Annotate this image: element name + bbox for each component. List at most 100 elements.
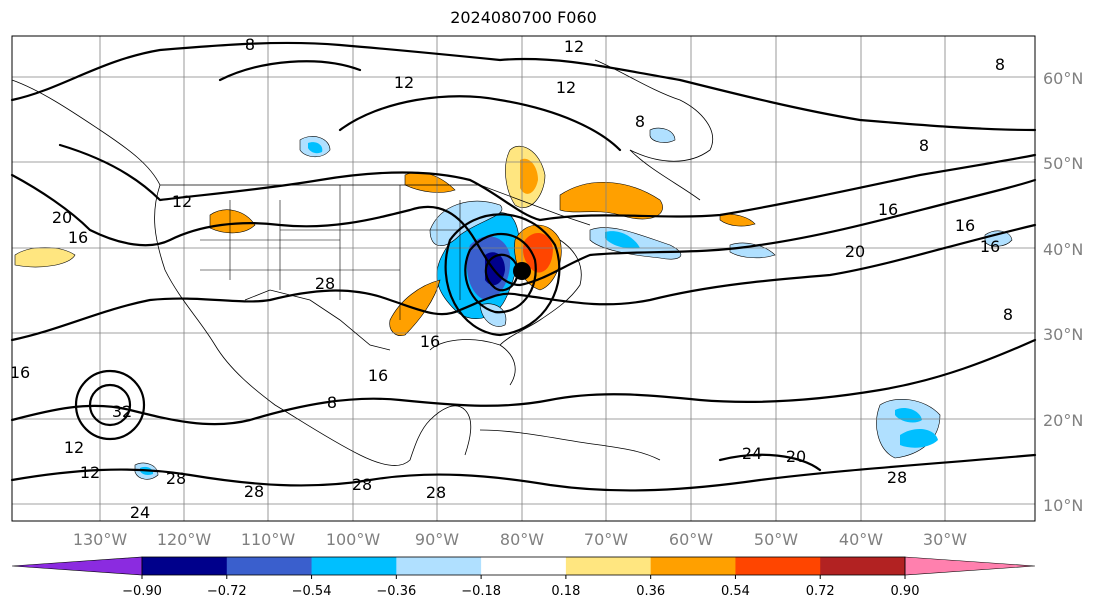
contour-line — [10, 223, 1037, 342]
contour-line — [74, 369, 146, 441]
colorbar-tick-label: −0.54 — [292, 584, 332, 599]
contour-label: 16 — [955, 216, 975, 235]
latitude-labels: 60°N 50°N 40°N 30°N 20°N 10°N — [1043, 69, 1083, 515]
lat-label-30n: 30°N — [1043, 325, 1083, 344]
contour-line — [88, 383, 132, 427]
hudson-bay — [594, 59, 713, 162]
contour-line — [218, 60, 362, 82]
contour-line — [484, 253, 520, 292]
contour-line — [10, 173, 1037, 287]
contour-label: 12 — [394, 73, 414, 92]
lon-label-80w: 80°W — [500, 530, 544, 549]
contour-label: 28 — [166, 469, 186, 488]
state-borders — [200, 185, 461, 320]
colorbar-bin — [735, 557, 821, 575]
fill-blob — [520, 158, 538, 194]
fill-blob — [209, 209, 256, 234]
colorbar-under-extension — [11, 556, 143, 576]
contour-label: 8 — [245, 35, 255, 54]
us-canada-border — [160, 184, 591, 226]
coastline — [11, 79, 472, 466]
contour-line — [58, 143, 1037, 222]
contour-line — [10, 41, 1037, 132]
colorbar-outline — [141, 556, 906, 576]
lat-label-20n: 20°N — [1043, 411, 1083, 430]
contour-label: 12 — [556, 78, 576, 97]
graticule-lines — [12, 36, 1035, 521]
lon-label-90w: 90°W — [415, 530, 459, 549]
fill-blob — [308, 142, 323, 154]
fill-blob — [559, 181, 663, 220]
contour-label: 24 — [742, 444, 762, 463]
contour-line — [338, 95, 622, 152]
lon-label-130w: 130°W — [73, 530, 128, 549]
fill-blob — [900, 428, 938, 448]
colorbar-bin — [311, 557, 397, 575]
lon-label-30w: 30°W — [923, 530, 967, 549]
contour-label: 8 — [919, 136, 929, 155]
contour-label: 16 — [68, 228, 88, 247]
fill-blob — [605, 231, 640, 249]
contour-label: 16 — [10, 363, 30, 382]
lat-label-10n: 10°N — [1043, 496, 1083, 515]
colorbar-bin — [650, 557, 736, 575]
contour-label: 8 — [327, 393, 337, 412]
colorbar-bin — [820, 557, 906, 575]
contour-label: 8 — [635, 112, 645, 131]
contour-label: 12 — [172, 192, 192, 211]
contour-line — [10, 338, 1037, 426]
contour-line — [10, 453, 1037, 492]
lat-label-60n: 60°N — [1043, 69, 1083, 88]
caribbean-islands — [479, 429, 661, 461]
colorbar-bin — [481, 557, 567, 575]
contour-label: 28 — [315, 274, 335, 293]
map-frame — [11, 35, 1036, 522]
contour-label: 20 — [786, 447, 806, 466]
contour-line — [444, 213, 561, 337]
contour-label: 28 — [244, 482, 264, 501]
contour-label: 16 — [980, 237, 1000, 256]
lat-label-40n: 40°N — [1043, 240, 1083, 259]
colorbar-bin — [565, 557, 652, 575]
contour-label: 12 — [64, 438, 84, 457]
lon-label-110w: 110°W — [241, 530, 296, 549]
fill-blob — [14, 247, 76, 268]
colorbar-tick-label: −0.90 — [122, 584, 162, 599]
chart-title: 2024080700 F060 — [450, 8, 597, 27]
colorbar-bin — [142, 557, 228, 575]
contour-label: 8 — [995, 55, 1005, 74]
contour-label-layer: 8 12 12 8 8 8 12 20 16 16 16 16 20 12 8 … — [10, 35, 1013, 522]
lon-label-50w: 50°W — [754, 530, 798, 549]
fill-blob — [719, 213, 756, 227]
contour-label: 28 — [352, 475, 372, 494]
contour-label: 24 — [130, 503, 150, 522]
contour-label: 32 — [112, 402, 132, 421]
gulf-coast — [429, 339, 516, 386]
colorbar-over-extension — [904, 556, 1036, 576]
lon-label-120w: 120°W — [157, 530, 212, 549]
colorbar-tick-label: 0.54 — [721, 584, 750, 599]
contour-label: 20 — [845, 242, 865, 261]
fill-blob — [649, 127, 676, 143]
colorbar-tick-label: 0.72 — [806, 584, 835, 599]
colorbar: −0.90 −0.72 −0.54 −0.36 −0.18 0.18 0.36 0.54 0.7… — [11, 556, 1036, 599]
colorbar-tick-label: −0.36 — [376, 584, 416, 599]
contour-label: 16 — [878, 200, 898, 219]
map-panel: 8 12 12 8 8 8 12 20 16 16 16 16 20 12 8 … — [10, 35, 1037, 522]
lon-label-60w: 60°W — [669, 530, 713, 549]
us-mexico-border — [244, 289, 391, 351]
colorbar-bin — [396, 557, 482, 575]
contour-line — [718, 453, 822, 472]
coastline-layer — [11, 59, 713, 466]
colorbar-tick-label: −0.72 — [207, 584, 247, 599]
labrador-coast — [629, 149, 701, 201]
colorbar-tick-label: −0.18 — [461, 584, 501, 599]
lat-label-50n: 50°N — [1043, 154, 1083, 173]
contour-label: 28 — [426, 483, 446, 502]
longitude-labels: 130°W 120°W 110°W 100°W 90°W 80°W 70°W 6… — [73, 530, 967, 549]
contour-line — [464, 232, 537, 314]
colorbar-bin — [226, 557, 313, 575]
lon-label-40w: 40°W — [839, 530, 883, 549]
contour-label: 12 — [564, 37, 584, 56]
